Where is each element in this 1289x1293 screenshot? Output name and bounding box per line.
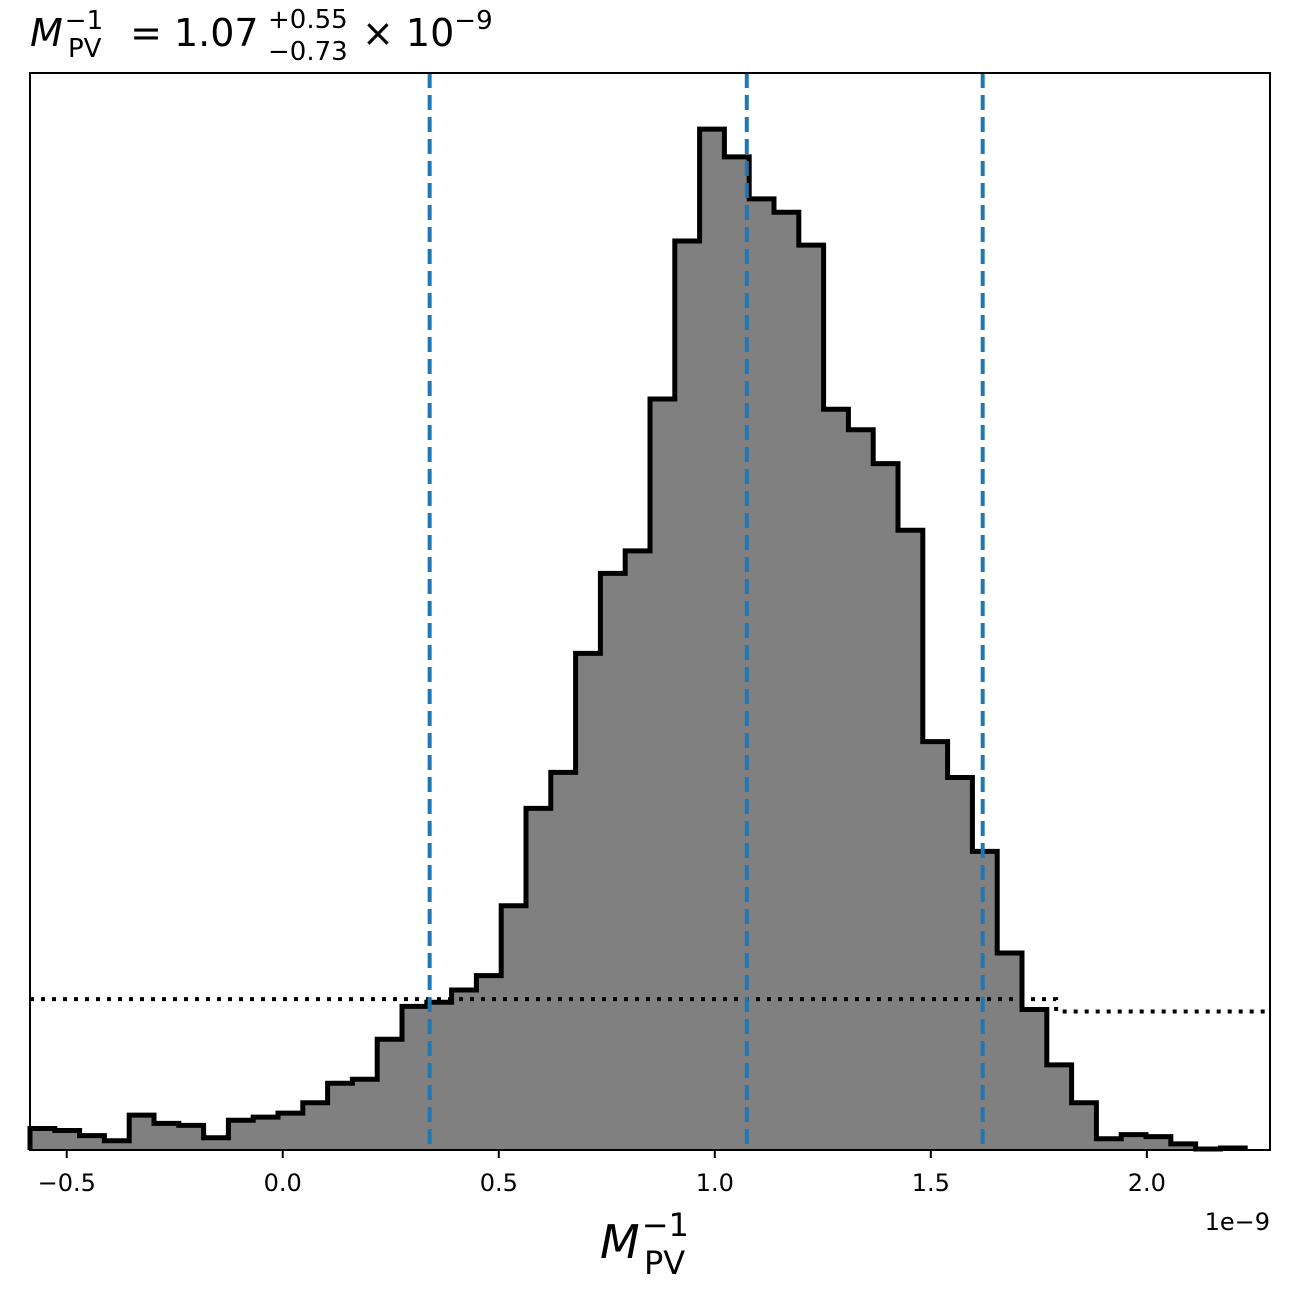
- histogram-bar: [154, 1123, 180, 1150]
- title-superscript: −1: [65, 6, 103, 36]
- histogram-bar: [203, 1137, 229, 1150]
- x-axis-label: M−1 PV: [600, 1206, 689, 1282]
- histogram-bar: [228, 1120, 254, 1150]
- title-err-plus: +0.55: [268, 5, 348, 35]
- histogram-bar: [600, 573, 626, 1150]
- xlabel-symbol: M: [600, 1215, 640, 1269]
- histogram-bar: [922, 741, 949, 1150]
- title-symbol: M: [30, 11, 63, 55]
- histogram-bar: [327, 1083, 353, 1150]
- x-tick-label: 2.0: [1128, 1169, 1166, 1197]
- histogram-bar: [253, 1117, 279, 1150]
- x-tick-label: 1.0: [696, 1169, 734, 1197]
- xlabel-subscript: PV: [644, 1244, 685, 1282]
- histogram-bar: [774, 212, 800, 1151]
- histogram-bar: [1170, 1143, 1197, 1150]
- histogram-bar: [947, 777, 973, 1150]
- title-err-minus: −0.73: [268, 37, 348, 67]
- histogram-bar: [476, 975, 502, 1150]
- histogram-bar: [129, 1115, 155, 1150]
- histogram-bar: [30, 1128, 56, 1150]
- x-tick-label: −0.5: [38, 1169, 96, 1197]
- histogram-bar: [1121, 1134, 1147, 1150]
- histogram-bar: [650, 398, 676, 1150]
- histogram-bar: [1022, 1009, 1048, 1150]
- histogram-bar: [550, 772, 577, 1150]
- title-scale-exp: −9: [454, 6, 492, 36]
- title-value: 1.07: [174, 11, 259, 55]
- title-equals: =: [118, 11, 174, 55]
- histogram-bar: [501, 905, 527, 1150]
- x-tick-label: 0.0: [264, 1169, 302, 1197]
- histogram-bar: [898, 530, 924, 1150]
- histogram-bar: [79, 1135, 105, 1150]
- histogram-bar: [674, 240, 701, 1151]
- histogram-bar: [278, 1113, 304, 1150]
- histogram-bar: [798, 245, 825, 1150]
- histogram-bar: [625, 550, 651, 1150]
- histogram-bar: [823, 409, 849, 1150]
- axes-frame: [29, 72, 1271, 1151]
- prior-dotted-line: [30, 997, 1270, 1014]
- x-tick-label: 0.5: [480, 1169, 518, 1197]
- histogram-bar: [352, 1079, 378, 1150]
- x-tick-label: 1.5: [912, 1169, 950, 1197]
- histogram-bar: [526, 808, 552, 1150]
- histogram-bar: [104, 1140, 130, 1150]
- histogram-bar: [1146, 1136, 1172, 1150]
- histogram-bar: [402, 1006, 428, 1150]
- histogram-bar: [178, 1125, 205, 1150]
- histogram-bar: [873, 463, 899, 1151]
- histogram-bar: [54, 1130, 81, 1150]
- x-axis: −0.5 0.0 0.5 1.0 1.5 2.0: [38, 1150, 1166, 1197]
- histogram-bar: [575, 653, 601, 1150]
- chart-title: M−1 PV = 1.07 +0.55 −0.73 × 10−9: [30, 5, 493, 67]
- histogram-bar: [1046, 1064, 1073, 1150]
- histogram-bar: [377, 1039, 403, 1150]
- histogram-bar: [848, 429, 874, 1150]
- histogram-outline: [27, 126, 1248, 1152]
- histogram-bar: [749, 198, 775, 1150]
- title-subscript: PV: [68, 34, 102, 64]
- x-offset-label: 1e−9: [1205, 1208, 1270, 1236]
- plot-area: [27, 73, 1270, 1152]
- histogram-bar: [451, 989, 477, 1150]
- histogram-bar: [1096, 1138, 1122, 1150]
- xlabel-superscript: −1: [642, 1206, 689, 1244]
- histogram-bar: [997, 953, 1023, 1150]
- histogram-bar: [1071, 1102, 1097, 1150]
- title-scale: × 10: [362, 11, 454, 55]
- histogram-bar: [699, 129, 725, 1150]
- histogram-bar: [302, 1102, 329, 1150]
